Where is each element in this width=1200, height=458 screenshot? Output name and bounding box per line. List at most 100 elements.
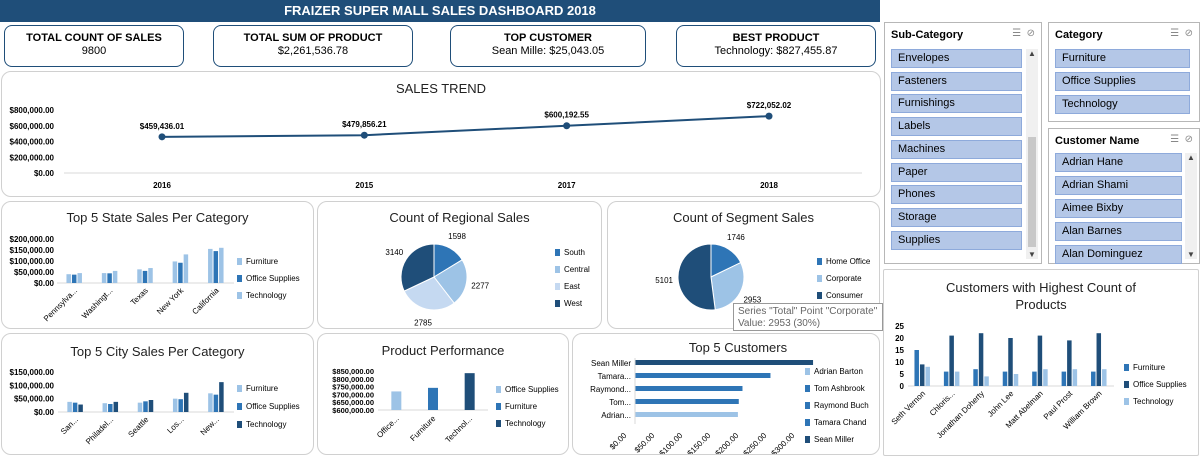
slicer-item[interactable]: Adrian Shami	[1055, 176, 1182, 195]
slicer-title: Sub-Category	[891, 29, 964, 41]
clear-filter-icon[interactable]: ⊘	[1184, 134, 1193, 145]
y-tick-label: $800,000.00	[10, 106, 55, 115]
legend-swatch	[496, 420, 501, 427]
legend-swatch	[805, 419, 810, 426]
slicer-item[interactable]: Office Supplies	[1055, 72, 1190, 91]
legend-swatch	[496, 386, 501, 393]
kpi-label: TOTAL SUM OF PRODUCT	[243, 32, 383, 44]
scroll-thumb[interactable]	[1028, 137, 1036, 247]
data-label: $722,052.02	[747, 101, 792, 110]
legend-swatch	[237, 403, 242, 410]
bar	[66, 274, 71, 283]
bar	[1037, 335, 1043, 386]
slicer-item[interactable]: Furniture	[1055, 49, 1190, 68]
x-tick-label: New...	[199, 415, 221, 437]
slicer-item[interactable]: Machines	[891, 139, 1022, 159]
bar	[635, 399, 739, 404]
subcategory-slicer: Sub-Category ☰ ⊘ Envelopes Fasteners Furni…	[884, 22, 1042, 264]
slicer-item[interactable]: Phones	[891, 185, 1022, 205]
chart-tooltip: Series "Total" Point "Corporate" Value: …	[733, 303, 883, 331]
slicer-item[interactable]: Furnishings	[891, 94, 1022, 114]
regional-sales-panel: Count of Regional Sales 1598 2277 2785 3140…	[317, 201, 602, 329]
legend-label: Office Supplies	[246, 402, 300, 411]
legend-swatch	[1124, 381, 1129, 388]
kpi-top-customer: TOP CUSTOMER Sean Mille: $25,043.05	[450, 25, 646, 67]
bar	[984, 376, 989, 386]
scroll-down-icon[interactable]: ▼	[1187, 250, 1195, 259]
slicer-item[interactable]: Technology	[1055, 95, 1190, 114]
multi-select-icon[interactable]: ☰	[1170, 134, 1180, 145]
legend-label: Technology	[1133, 397, 1173, 406]
category-slicer: Category ☰ ⊘ Furniture Office Supplies Tec…	[1048, 22, 1200, 122]
kpi-label: TOTAL COUNT OF SALES	[26, 32, 162, 44]
x-tick-label: $250.00	[742, 431, 769, 454]
slicer-item[interactable]: Paper	[891, 162, 1022, 182]
bar	[172, 261, 178, 283]
clear-filter-icon[interactable]: ⊘	[1026, 28, 1035, 39]
bar	[943, 371, 949, 386]
legend-label: Corporate	[826, 274, 862, 283]
bar	[635, 412, 738, 417]
slicer-item[interactable]: Fasteners	[891, 71, 1022, 91]
tooltip-line: Series "Total" Point "Corporate"	[738, 306, 878, 317]
bar	[978, 333, 984, 386]
scroll-up-icon[interactable]: ▲	[1028, 49, 1036, 58]
multi-select-icon[interactable]: ☰	[1012, 28, 1022, 39]
state-sales-panel: Top 5 State Sales Per Category $0.00 $50,…	[1, 201, 314, 329]
x-tick-label: Seth Vernon	[890, 389, 928, 427]
scroll-up-icon[interactable]: ▲	[1187, 153, 1195, 162]
clear-filter-icon[interactable]: ⊘	[1184, 28, 1193, 39]
bar	[1013, 374, 1019, 386]
legend-label: South	[564, 248, 585, 257]
chart-title: Count of Regional Sales	[389, 210, 530, 225]
slicer-item[interactable]: Supplies	[891, 230, 1022, 250]
bar	[108, 404, 113, 412]
sales-trend-chart: $0.00 $200,000.00 $400,000.00 $600,000.00 $8…	[10, 101, 862, 190]
dashboard-title: FRAIZER SUPER MALL SALES DASHBOARD 2018	[0, 0, 880, 22]
slicer-item[interactable]: Adrian Hane	[1055, 153, 1182, 172]
regional-sales-chart: 1598 2277 2785 3140 South Central East West	[385, 232, 590, 328]
x-tick-label: $150.00	[686, 431, 713, 454]
kpi-value: $2,261,536.78	[277, 45, 349, 57]
legend-swatch	[805, 436, 810, 443]
legend-label: Consumer	[826, 291, 863, 300]
city-sales-panel: Top 5 City Sales Per Category $0.00 $50,0…	[1, 333, 314, 455]
legend-label: Technology	[246, 291, 286, 300]
x-tick-label: Furniture	[408, 414, 437, 443]
y-tick-label: $200,000.00	[10, 153, 55, 162]
subcategory-scrollbar[interactable]: ▲ ▼	[1026, 49, 1038, 259]
x-tick-label: New York	[155, 285, 186, 316]
x-tick-label: Pennsylva...	[42, 286, 79, 323]
slicer-title: Category	[1055, 29, 1103, 41]
slicer-item[interactable]: Aimee Bixby	[1055, 199, 1182, 218]
slicer-item[interactable]: Envelopes	[891, 49, 1022, 68]
slicer-item[interactable]: Labels	[891, 117, 1022, 137]
slicer-title: Customer Name	[1055, 135, 1140, 147]
slicer-item[interactable]: Storage	[891, 207, 1022, 227]
legend-swatch	[1124, 398, 1129, 405]
legend-swatch	[817, 258, 822, 265]
bar	[78, 404, 83, 412]
slicer-item[interactable]: Alan Dominguez	[1055, 245, 1182, 264]
kpi-best-product: BEST PRODUCT Technology: $827,455.87	[676, 25, 876, 67]
pie-slice	[433, 259, 468, 304]
data-label: 2277	[471, 282, 489, 291]
slicer-item[interactable]: Alan Barnes	[1055, 222, 1182, 241]
multi-select-icon[interactable]: ☰	[1170, 28, 1180, 39]
series-line	[161, 115, 770, 138]
chart-title: Top 5 State Sales Per Category	[66, 210, 249, 225]
bar	[208, 393, 213, 412]
scroll-down-icon[interactable]: ▼	[1028, 250, 1036, 259]
bar	[112, 270, 118, 283]
legend-swatch	[555, 300, 560, 307]
kpi-value: 9800	[81, 45, 107, 57]
x-tick-label: San...	[59, 415, 80, 436]
bar	[102, 403, 108, 412]
bar	[914, 350, 919, 386]
x-tick-label: Texas	[129, 286, 150, 307]
customer-scrollbar[interactable]: ▲ ▼	[1185, 153, 1197, 259]
chart-title: Customers with Highest Count of Products	[945, 280, 1137, 312]
bar	[148, 400, 154, 412]
data-label: $479,856.21	[342, 120, 387, 129]
y-tick-label: $100,000.00	[10, 257, 55, 266]
